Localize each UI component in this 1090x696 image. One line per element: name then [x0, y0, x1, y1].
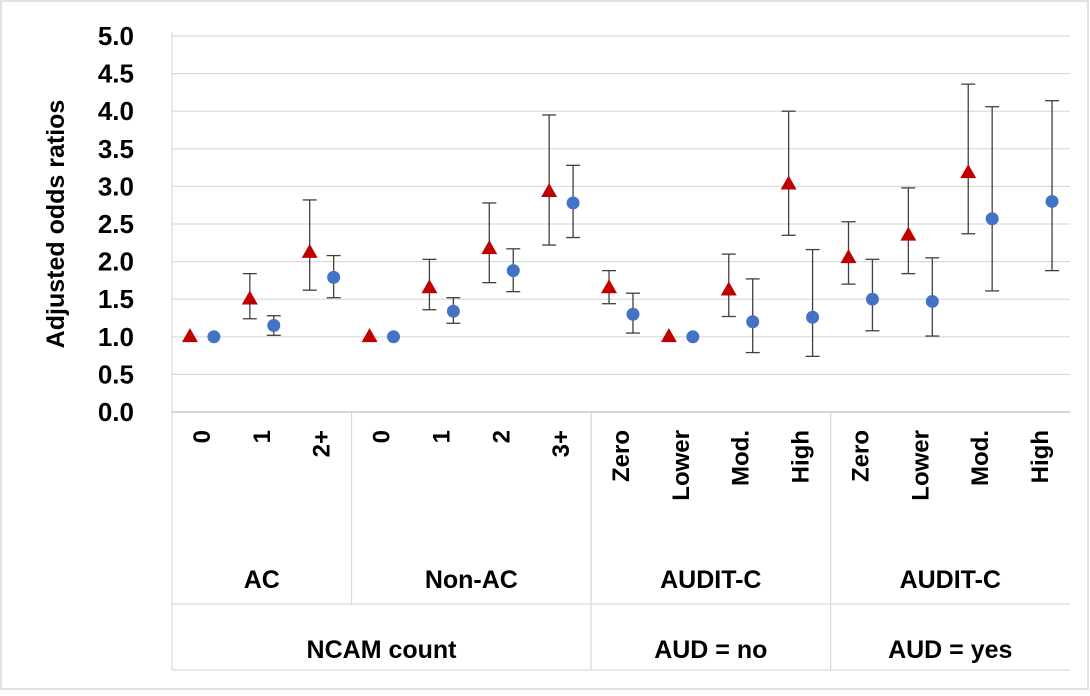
circle-point [446, 304, 460, 318]
mark-layer [181, 83, 1060, 358]
supergroup-label: AUD = no [654, 636, 767, 664]
x-tick-label: Zero [608, 430, 635, 482]
triangle-point [301, 243, 318, 258]
x-tick-label: 1 [428, 430, 455, 443]
y-axis-label: Adjusted odds ratios [42, 100, 70, 349]
circle-point [327, 270, 341, 284]
supergroup-label: NCAM count [307, 636, 458, 664]
circle-point [207, 330, 221, 344]
triangle-point [241, 290, 258, 305]
circle-point [925, 294, 939, 308]
group-label: Non-AC [425, 566, 518, 594]
circle-point [387, 330, 401, 344]
triangle-point [840, 249, 857, 264]
x-tick-label: Mod. [728, 430, 755, 486]
y-tick-label: 2.5 [98, 209, 134, 239]
triangle-point [960, 164, 977, 179]
circle-point [267, 319, 281, 333]
axis-layer [171, 32, 1070, 671]
circle-point [985, 212, 999, 226]
circle-point [1045, 194, 1059, 208]
triangle-point [660, 328, 677, 343]
triangle-point [720, 281, 737, 296]
y-tick-label: 4.0 [98, 96, 134, 126]
circle-point [566, 196, 580, 210]
group-label: AUDIT-C [900, 566, 1001, 594]
triangle-point [541, 182, 558, 197]
circle-point [865, 292, 879, 306]
x-tick-label: 2 [488, 430, 515, 443]
circle-point [746, 315, 760, 329]
x-tick-label: Zero [847, 430, 874, 482]
circle-point [626, 307, 640, 321]
label-layer: 0.0 0.5 1.0 1.5 2.0 2.5 3.0 3.5 4.0 4.5 5.0 Adjuste… [42, 21, 1054, 664]
y-tick-label: 0.0 [98, 397, 134, 427]
x-tick-label: Mod. [967, 430, 994, 486]
y-tick-label: 1.5 [98, 284, 134, 314]
circle-point [506, 264, 520, 278]
y-tick-label: 3.0 [98, 171, 134, 201]
triangle-point [361, 328, 378, 343]
x-tick-label: High [1027, 430, 1054, 483]
triangle-point [181, 328, 198, 343]
x-tick-label: 0 [189, 430, 216, 443]
y-tick-label: 2.0 [98, 247, 134, 277]
x-tick-label: 0 [369, 430, 396, 443]
x-tick-label: Lower [668, 430, 695, 501]
x-tick-label: 2+ [309, 430, 336, 457]
group-label: AUDIT-C [660, 566, 761, 594]
x-tick-label: High [788, 430, 815, 483]
y-tick-label: 5.0 [98, 21, 134, 51]
y-tick-label: 4.5 [98, 59, 134, 89]
y-tick-label: 0.5 [98, 359, 134, 389]
x-tick-label: Lower [907, 430, 934, 501]
triangle-point [601, 279, 618, 294]
supergroup-label: AUD = yes [888, 636, 1012, 664]
triangle-point [780, 175, 797, 190]
triangle-point [481, 240, 498, 255]
triangle-point [900, 226, 917, 241]
group-label: AC [244, 566, 280, 594]
x-tick-label: 1 [249, 430, 276, 443]
x-tick-label: 3+ [548, 430, 575, 457]
triangle-point [421, 279, 438, 294]
circle-point [806, 310, 820, 324]
circle-point [686, 330, 700, 344]
y-tick-label: 1.0 [98, 322, 134, 352]
grid-layer [172, 35, 1070, 375]
y-tick-label: 3.5 [98, 134, 134, 164]
